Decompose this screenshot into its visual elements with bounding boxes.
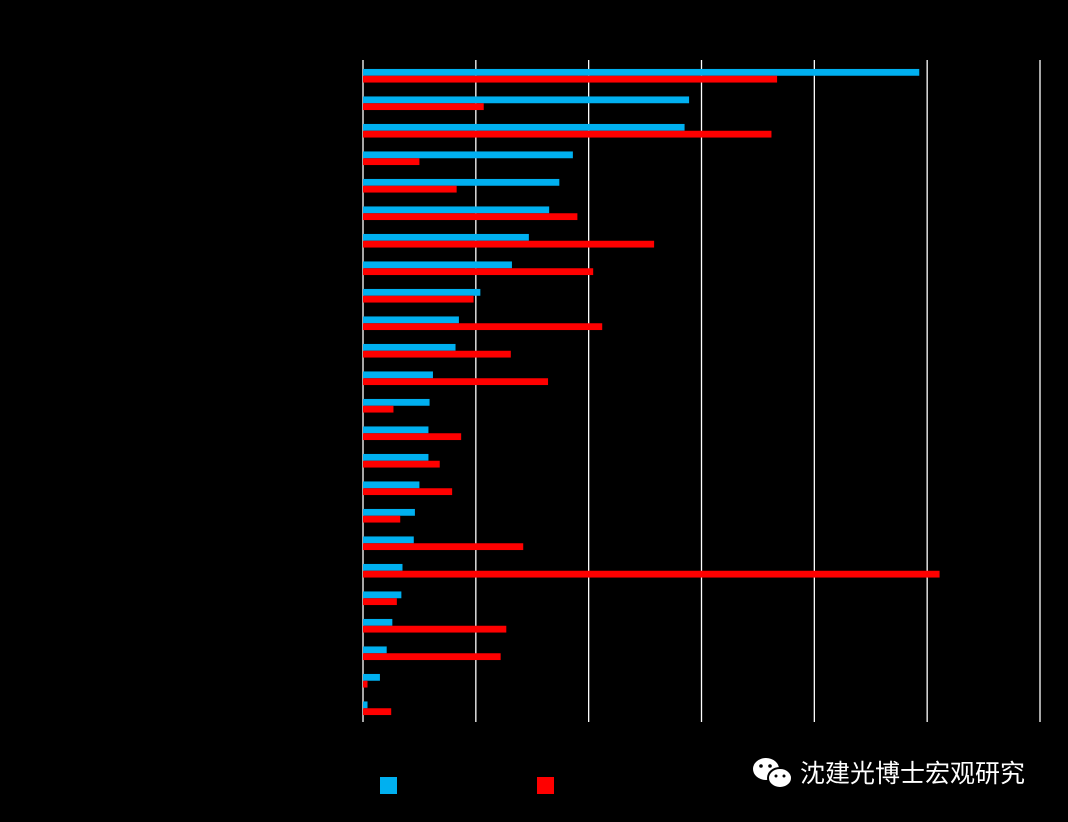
- bar: [363, 701, 368, 709]
- bar: [363, 426, 429, 434]
- bar: [363, 371, 433, 379]
- bar: [363, 240, 655, 248]
- watermark: 沈建光博士宏观研究: [800, 759, 1025, 788]
- bar: [363, 158, 420, 166]
- bar: [363, 563, 403, 571]
- bar: [363, 398, 430, 406]
- bar: [363, 233, 529, 241]
- bar: [363, 103, 484, 111]
- bar: [363, 323, 603, 331]
- bar: [363, 288, 481, 296]
- bar: [363, 96, 690, 104]
- bar: [363, 625, 507, 633]
- bar: [363, 515, 401, 523]
- bar: [363, 481, 420, 489]
- bar: [363, 343, 456, 351]
- bar: [363, 673, 380, 681]
- bar: [363, 460, 440, 468]
- bar: [363, 543, 524, 551]
- bar: [363, 75, 778, 83]
- bar: [363, 185, 457, 193]
- legend-swatch: [380, 777, 397, 794]
- bar: [363, 591, 402, 599]
- bar: [363, 433, 462, 441]
- bar: [363, 488, 453, 496]
- bar: [363, 405, 394, 413]
- bar: [363, 268, 594, 276]
- bar: [363, 536, 414, 544]
- bar: [363, 453, 429, 461]
- bar: [363, 206, 550, 214]
- bar: [363, 598, 397, 606]
- bar: [363, 618, 393, 626]
- bar: [363, 570, 940, 578]
- bar: [363, 213, 578, 221]
- wechat-icon: [753, 758, 793, 789]
- bar: [363, 316, 459, 324]
- bar: [363, 68, 920, 76]
- bar: [363, 350, 511, 358]
- bar: [363, 261, 512, 269]
- bar: [363, 123, 685, 131]
- bar: [363, 378, 549, 386]
- bar: [363, 178, 560, 186]
- bar: [363, 295, 474, 303]
- bar: [363, 708, 392, 716]
- bar: [363, 151, 573, 159]
- legend-swatch: [537, 777, 554, 794]
- bar: [363, 130, 772, 138]
- bar: [363, 646, 387, 654]
- bar: [363, 653, 501, 661]
- bar: [363, 680, 368, 688]
- bar: [363, 508, 415, 516]
